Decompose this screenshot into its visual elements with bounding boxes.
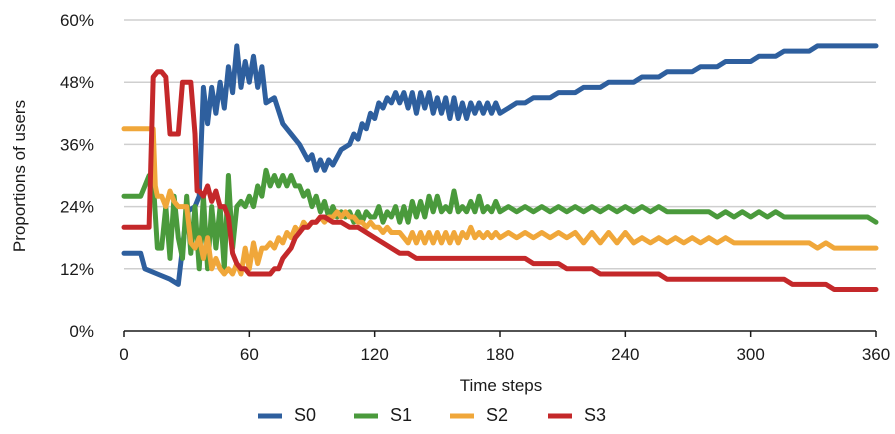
series-line-s1 xyxy=(121,167,879,272)
legend: S0 S1 S2 S3 xyxy=(258,405,606,425)
x-tick-label: 180 xyxy=(486,345,514,364)
y-tick-label: 36% xyxy=(60,135,94,154)
legend-label: S0 xyxy=(294,405,316,425)
series-line-s0 xyxy=(121,43,879,287)
x-tick-label: 240 xyxy=(611,345,639,364)
series-lines xyxy=(121,43,879,292)
y-axis-title: Proportions of users xyxy=(10,100,29,252)
legend-item-s0: S0 xyxy=(258,405,316,425)
y-tick-label: 24% xyxy=(60,198,94,217)
x-tick-label: 360 xyxy=(862,345,890,364)
series-line-s2 xyxy=(121,126,879,277)
y-tick-label: 12% xyxy=(60,260,94,279)
axes: 0% 12% 24% 36% 48% 60% 0 60 120 180 240 300 360 xyxy=(60,11,890,364)
x-tick-label: 60 xyxy=(240,345,259,364)
x-tick-label: 120 xyxy=(360,345,388,364)
y-tick-label: 0% xyxy=(69,322,94,341)
legend-label: S3 xyxy=(584,405,606,425)
legend-label: S2 xyxy=(486,405,508,425)
series-line-s3 xyxy=(121,69,879,292)
legend-label: S1 xyxy=(390,405,412,425)
x-tick-label: 300 xyxy=(736,345,764,364)
x-axis-title: Time steps xyxy=(460,376,543,395)
x-tick-label: 0 xyxy=(119,345,128,364)
y-tick-label: 48% xyxy=(60,73,94,92)
y-tick-label: 60% xyxy=(60,11,94,30)
legend-item-s3: S3 xyxy=(548,405,606,425)
legend-item-s1: S1 xyxy=(354,405,412,425)
legend-item-s2: S2 xyxy=(450,405,508,425)
